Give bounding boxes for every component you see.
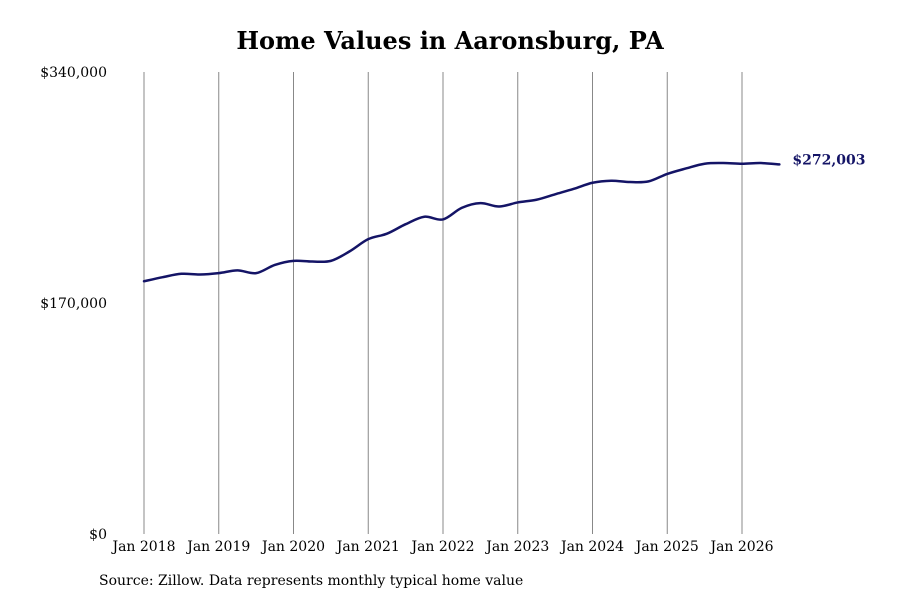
y-tick-label: $0 — [89, 527, 107, 543]
x-tick-label: Jan 2021 — [335, 539, 400, 555]
y-tick-label: $170,000 — [40, 296, 107, 312]
chart-title: Home Values in Aaronsburg, PA — [236, 26, 664, 55]
x-tick-label: Jan 2023 — [484, 539, 549, 555]
home-value-line — [142, 161, 781, 283]
x-tick-label: Jan 2026 — [708, 539, 773, 555]
source-note: Source: Zillow. Data represents monthly … — [99, 573, 524, 589]
end-value-label: $272,003 — [792, 152, 865, 168]
x-tick-label: Jan 2024 — [559, 539, 624, 555]
x-tick-label: Jan 2020 — [260, 539, 325, 555]
x-tick-label: Jan 2018 — [110, 539, 175, 555]
series-layer: $272,003 — [142, 152, 865, 283]
y-tick-label: $340,000 — [40, 65, 107, 81]
x-axis-ticks: Jan 2018 Jan 2019 Jan 2020 Jan 2021 Jan 2022… — [110, 539, 773, 555]
x-tick-label: Jan 2019 — [185, 539, 250, 555]
grid-lines — [143, 72, 743, 534]
y-axis-ticks: $0 $170,000 $340,000 — [40, 65, 107, 543]
x-tick-label: Jan 2022 — [409, 539, 474, 555]
x-tick-label: Jan 2025 — [634, 539, 699, 555]
